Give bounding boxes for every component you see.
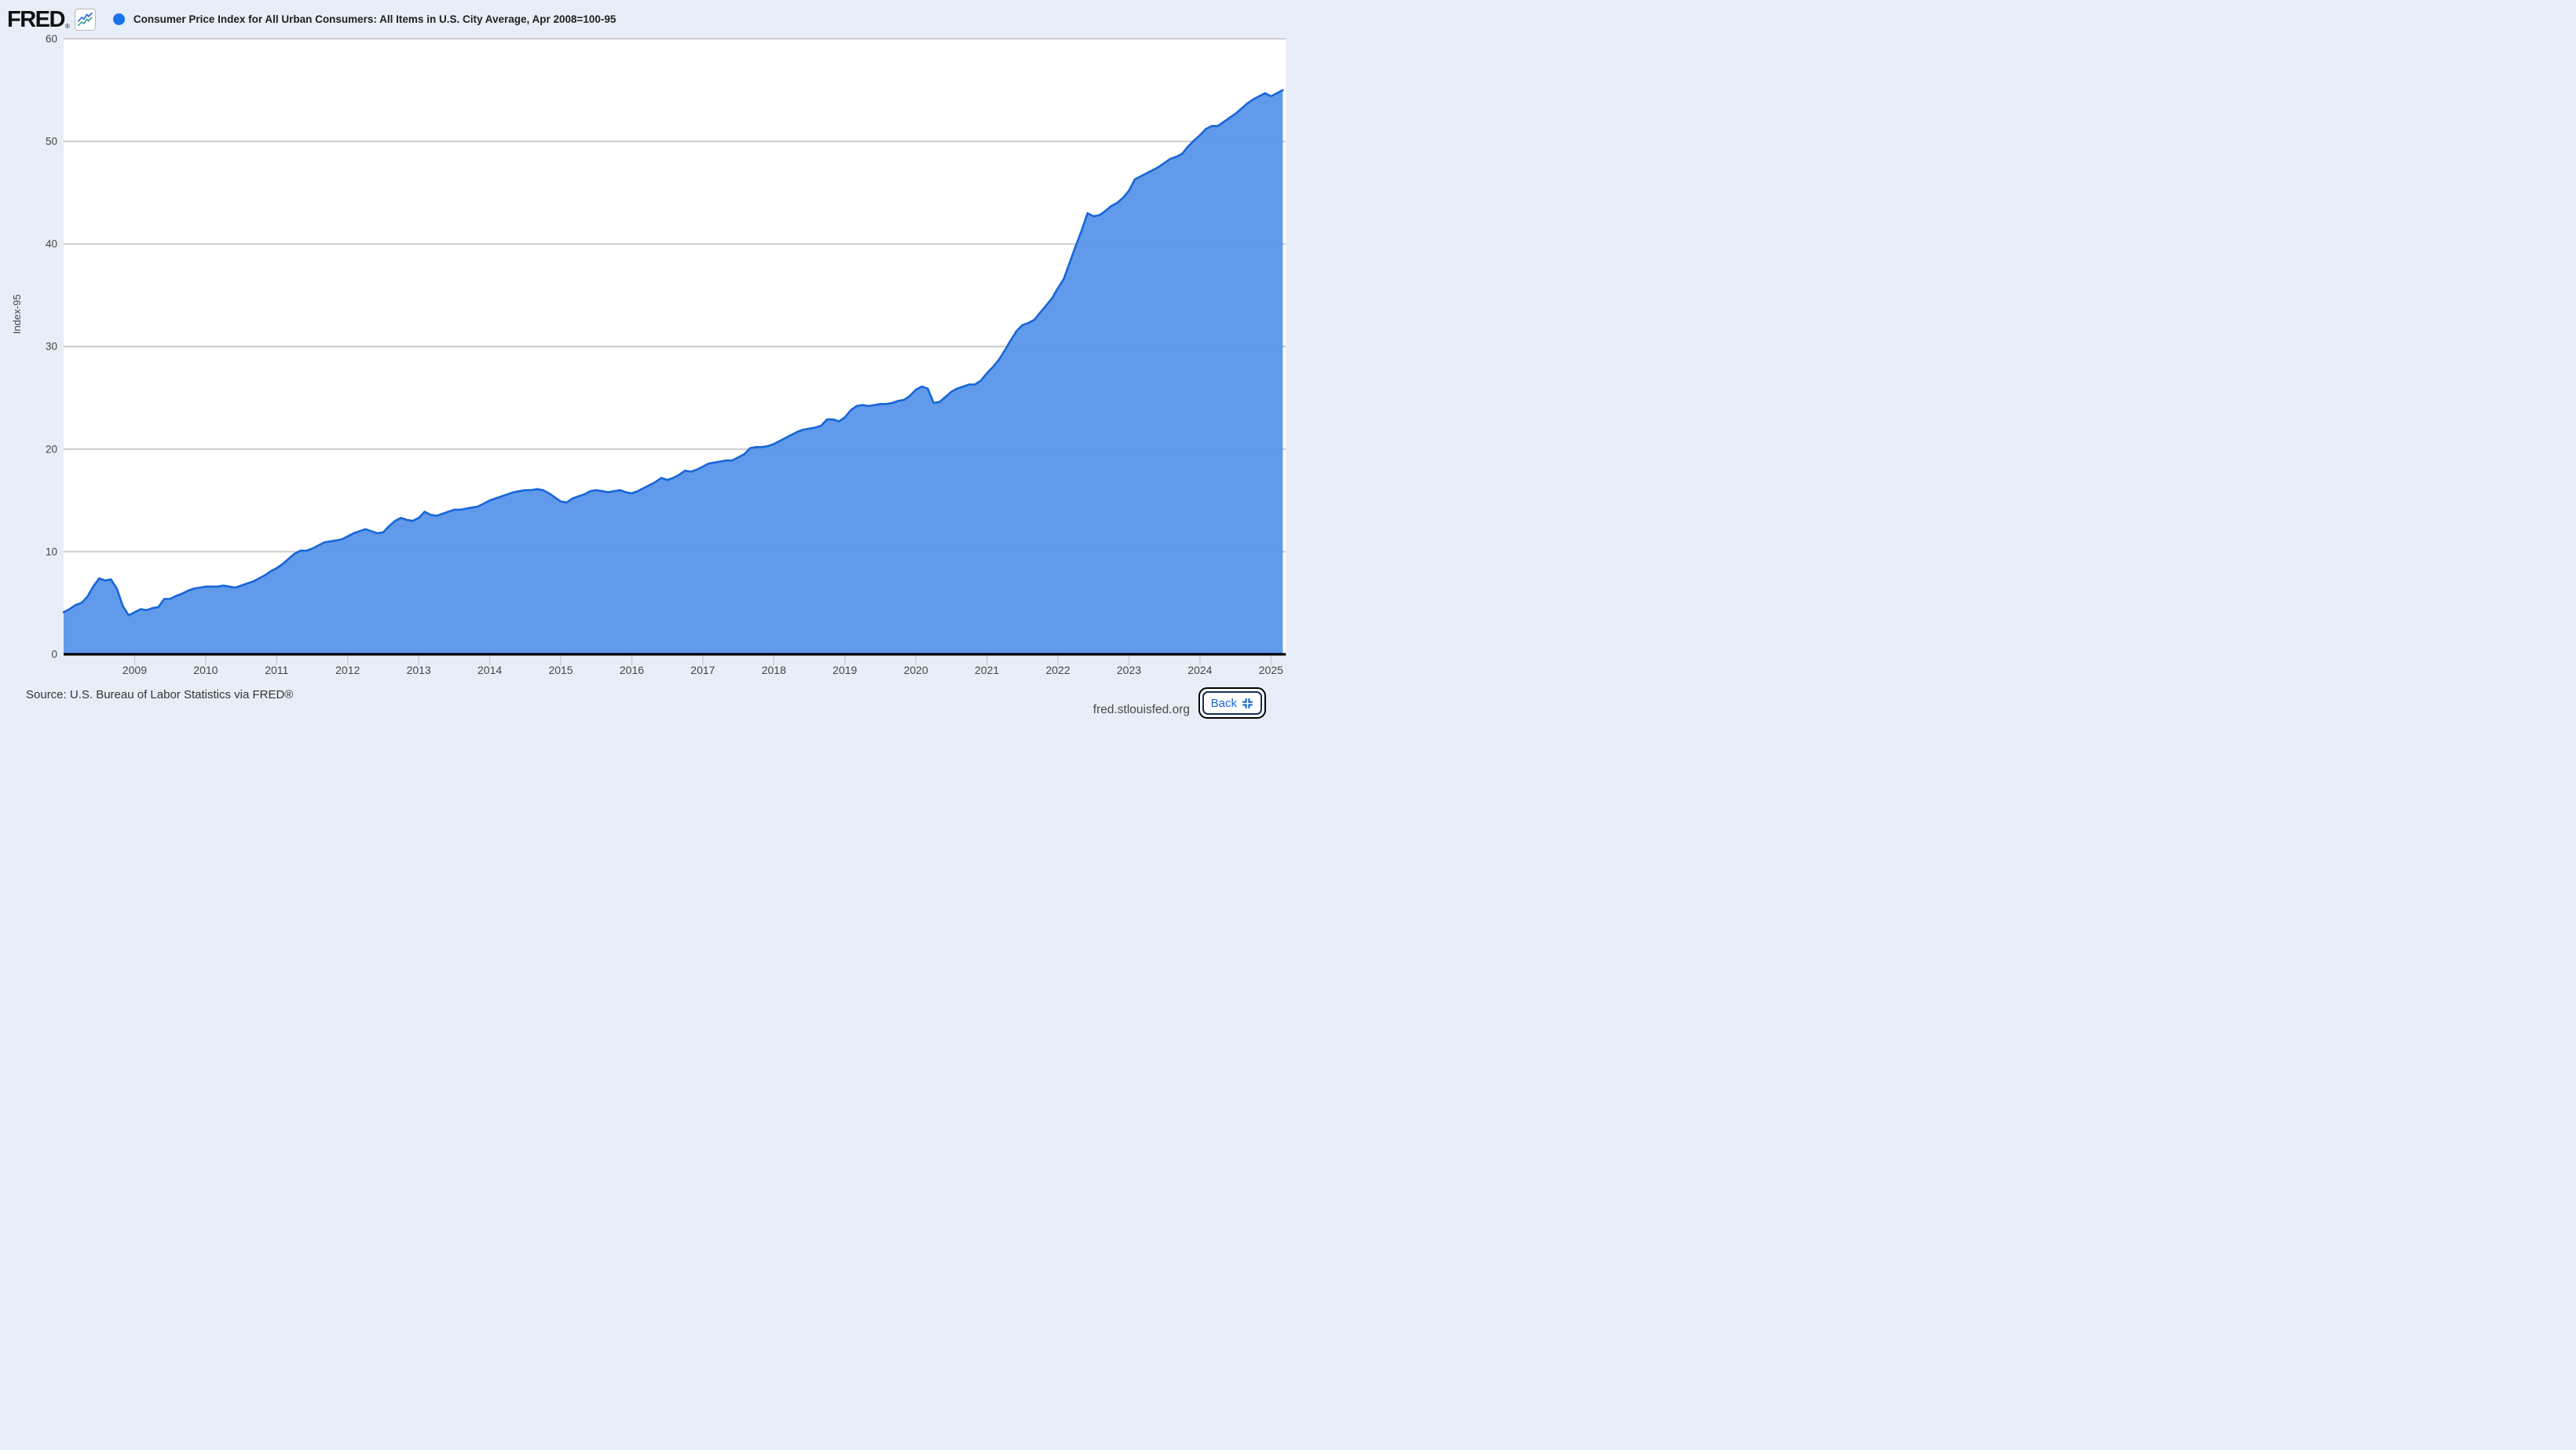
- fred-chart-page: FRED ® Consumer Price Index for All Urba…: [0, 0, 1288, 725]
- x-tick-label-2024: 2024: [1187, 664, 1212, 676]
- x-tick-label-2021: 2021: [975, 664, 999, 676]
- x-tick-label-2012: 2012: [335, 664, 360, 676]
- x-tick-label-2020: 2020: [904, 664, 928, 676]
- series-area: [64, 90, 1283, 654]
- fred-registered-mark: ®: [64, 22, 70, 30]
- chart-header: FRED ® Consumer Price Index for All Urba…: [0, 0, 1288, 38]
- back-button-focus-ring: Back: [1198, 687, 1266, 719]
- x-tick-label-2022: 2022: [1045, 664, 1070, 676]
- x-tick-label-2023: 2023: [1117, 664, 1141, 676]
- chart-title: Consumer Price Index for All Urban Consu…: [133, 13, 617, 25]
- x-tick-label-2018: 2018: [762, 664, 786, 676]
- collapse-icon: [1242, 698, 1253, 709]
- x-tick-label-2019: 2019: [832, 664, 857, 676]
- x-tick-label-2015: 2015: [548, 664, 573, 676]
- chart-plot-area: 2009 2010 2011 2012 2013 2014 2015 2016 2017 2018…: [46, 33, 1286, 676]
- y-tick-label-60: 60: [46, 33, 57, 45]
- y-tick-label-40: 40: [46, 238, 57, 250]
- x-tick-label-2010: 2010: [193, 664, 218, 676]
- y-tick-label-30: 30: [46, 341, 57, 353]
- y-tick-label-50: 50: [46, 136, 57, 148]
- series-line: [62, 89, 1284, 617]
- fred-logo-text: FRED: [7, 6, 65, 32]
- x-axis-line: [64, 653, 1286, 656]
- y-tick-label-20: 20: [46, 443, 57, 455]
- x-tick-label-2013: 2013: [407, 664, 431, 676]
- y-tick-label-10: 10: [46, 546, 57, 558]
- source-note: Source: U.S. Bureau of Labor Statistics …: [26, 688, 294, 701]
- fred-graph-icon: [74, 8, 96, 31]
- series-legend-dot: [112, 13, 125, 25]
- x-tick-label-2014: 2014: [478, 664, 502, 676]
- back-button[interactable]: Back: [1202, 691, 1262, 715]
- y-tick-label-0: 0: [51, 649, 57, 661]
- x-tick-label-2017: 2017: [690, 664, 715, 676]
- site-url: fred.stlouisfed.org: [1092, 703, 1190, 716]
- x-tick-label-2025: 2025: [1259, 664, 1283, 676]
- back-button-label: Back: [1210, 696, 1237, 710]
- x-tick-label-2016: 2016: [620, 664, 644, 676]
- fred-logo: FRED ®: [7, 6, 96, 32]
- x-tick-label-2009: 2009: [123, 664, 147, 676]
- x-tick-label-2011: 2011: [265, 664, 288, 676]
